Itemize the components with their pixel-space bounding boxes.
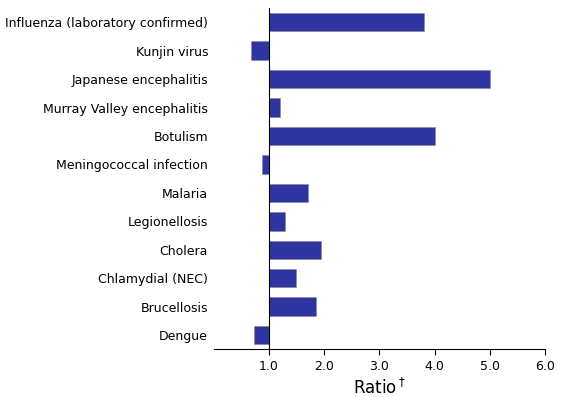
Bar bbox=[254, 326, 269, 344]
Bar bbox=[269, 13, 424, 31]
Bar bbox=[269, 241, 321, 259]
Bar bbox=[269, 70, 490, 88]
Bar bbox=[251, 41, 269, 60]
Bar bbox=[269, 212, 285, 231]
Bar bbox=[269, 127, 434, 145]
Bar bbox=[269, 184, 307, 202]
Bar bbox=[269, 98, 280, 117]
X-axis label: Ratio$^\dagger$: Ratio$^\dagger$ bbox=[353, 378, 406, 397]
Bar bbox=[269, 269, 297, 287]
Bar bbox=[262, 155, 269, 173]
Bar bbox=[269, 297, 316, 316]
